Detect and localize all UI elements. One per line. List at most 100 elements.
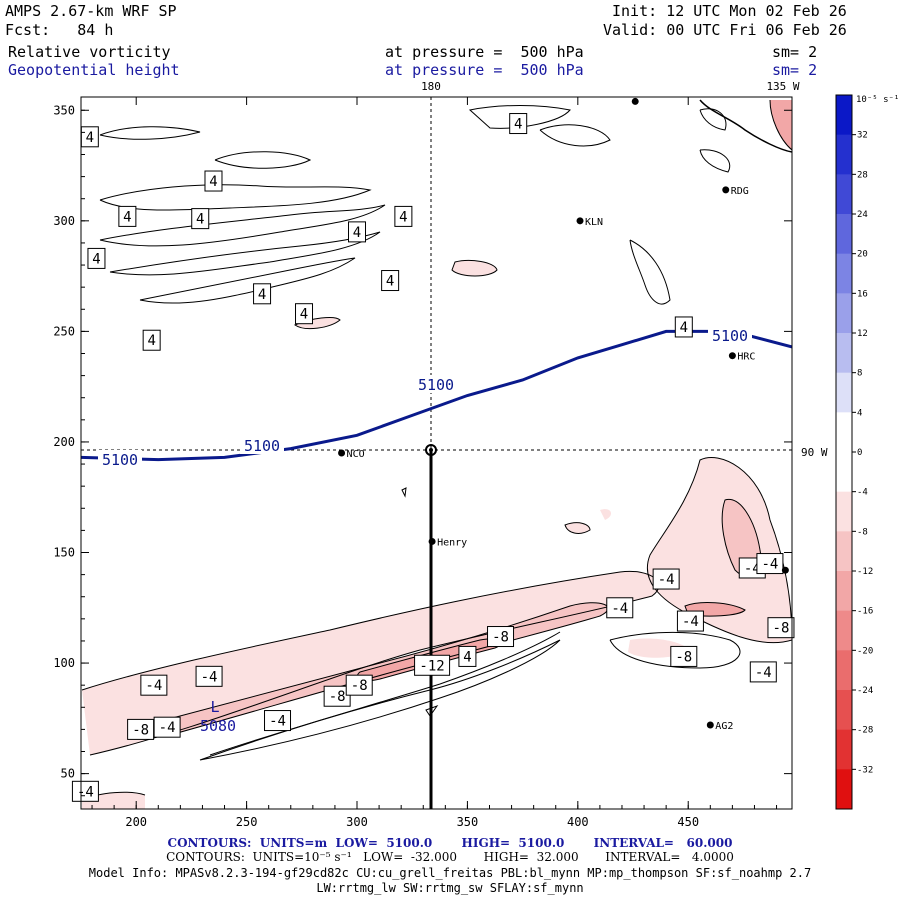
height-contour-label: 5100 (418, 376, 454, 394)
x-tick-label: 350 (457, 815, 479, 829)
y-tick-label: 100 (53, 656, 75, 670)
station-label: NCO (347, 449, 365, 460)
meridian-label-135w: 135 W (766, 80, 799, 93)
vorticity-label: 4 (142, 329, 161, 351)
vorticity-label: 4 (253, 283, 272, 305)
vorticity-label: -8 (767, 617, 795, 639)
meridian-label-90w: 90 W (801, 446, 828, 459)
height-label-bg (98, 450, 142, 468)
colorbar-tick-label: -16 (857, 607, 873, 617)
station-marker (428, 537, 436, 545)
station-marker (338, 449, 346, 457)
vorticity-label-box (87, 247, 106, 269)
station-label: KLN (585, 217, 603, 228)
field2-smoothing: sm= 2 (772, 61, 818, 79)
field2-level: at pressure = 500 hPa (385, 61, 584, 79)
pos-contour-1 (99, 184, 372, 211)
vorticity-label: 4 (87, 247, 106, 269)
vorticity-label-box (674, 316, 693, 338)
colorbar-tick-label: 28 (857, 170, 868, 180)
station-marker (781, 566, 789, 574)
forecast-hour: Fcst: 84 h (5, 21, 114, 39)
colorbar-tick-label: 4 (857, 408, 862, 418)
height-contour-5100 (81, 329, 792, 462)
shade-small-4 (600, 509, 612, 520)
colorbar-tick-label: 8 (857, 369, 862, 379)
vorticity-label-text: 4 (300, 307, 308, 323)
colorbar-tick-label: -20 (857, 646, 873, 656)
pos-contour-4 (99, 204, 386, 247)
pos-contour-5 (109, 231, 381, 276)
vorticity-label: -4 (195, 665, 223, 687)
small-island-2 (425, 704, 439, 717)
vorticity-label-text: 4 (147, 333, 155, 349)
vorticity-label-text: -4 (77, 784, 94, 800)
field1-smoothing: sm= 2 (772, 43, 818, 61)
neg-contour-9 (564, 522, 591, 534)
x-tick-label: 200 (125, 815, 147, 829)
vorticity-label: -4 (606, 597, 634, 619)
vorticity-label-box (670, 645, 698, 667)
shade-east-region (647, 457, 792, 643)
vorticity-label-text: 4 (258, 287, 266, 303)
vorticity-label-box (253, 283, 272, 305)
vorticity-label: -4 (264, 710, 292, 732)
pos-contour-12 (609, 631, 741, 669)
vorticity-label-box (381, 270, 400, 292)
vorticity-label-text: -4 (611, 601, 628, 617)
colorbar: 32 28 24 20 16 12 8 4 0 -4 -8 -12 -16 -20 -24 -28 -32 10⁻… (835, 94, 899, 810)
x-tick-label: 300 (346, 815, 368, 829)
vorticity-label: -4 (676, 610, 704, 632)
height-label-bg (240, 436, 284, 454)
vorticity-label-box (204, 170, 223, 192)
vorticity-label: -4 (71, 780, 99, 802)
field1-level: at pressure = 500 hPa (385, 43, 584, 61)
vorticity-label-text: 4 (514, 117, 522, 133)
station-label: HRC (737, 352, 755, 363)
pos-contour-14 (209, 631, 561, 756)
neg-contour-4 (646, 457, 792, 644)
vorticity-label-text: 4 (92, 251, 100, 267)
vorticity-label-box (749, 661, 777, 683)
vorticity-label-text: 4 (209, 174, 217, 190)
pos-contour-2 (99, 126, 201, 140)
meridian-label-180: 180 (421, 80, 441, 93)
vorticity-label-box (195, 665, 223, 687)
pos-contour-9 (629, 239, 671, 305)
station-label: Henry (437, 537, 467, 548)
vorticity-label: -8 (487, 626, 515, 648)
colorbar-swatch (836, 293, 852, 334)
meridian-labels: 180 135 W 90 W (421, 80, 828, 459)
colorbar-tick-label: 16 (857, 289, 868, 299)
vorticity-label: -4 (749, 661, 777, 683)
x-tick-label: 400 (567, 815, 589, 829)
vorticity-label-text: -4 (682, 614, 699, 630)
vorticity-label: 4 (204, 170, 223, 192)
vorticity-label-text: -8 (132, 722, 149, 738)
colorbar-swatch (836, 650, 852, 691)
vorticity-label-box (652, 568, 680, 590)
vorticity-label-box (414, 654, 451, 676)
vorticity-label: -8 (323, 685, 351, 707)
vorticity-label: 4 (458, 645, 477, 667)
vorticity-label: 4 (348, 221, 367, 243)
height-contour-label: 5100 (244, 437, 280, 455)
vorticity-label-box (487, 626, 515, 648)
shade-small-2 (295, 317, 340, 329)
colorbar-swatch (836, 174, 852, 215)
vorticity-label-box (756, 553, 784, 575)
vorticity-label-text: -8 (492, 630, 509, 646)
colorbar-swatch (836, 610, 852, 651)
pos-contour-6 (139, 257, 356, 304)
vorticity-label: -4 (756, 553, 784, 575)
vorticity-label: 4 (381, 270, 400, 292)
station-label: RDG (731, 186, 749, 197)
small-island-1 (401, 487, 407, 498)
vorticity-label: -12 (414, 654, 451, 676)
colorbar-units: 10⁻⁵ s⁻¹ (856, 95, 899, 105)
y-tick-label: 150 (53, 546, 75, 560)
vorticity-label: 4 (674, 316, 693, 338)
colorbar-swatch (836, 571, 852, 612)
